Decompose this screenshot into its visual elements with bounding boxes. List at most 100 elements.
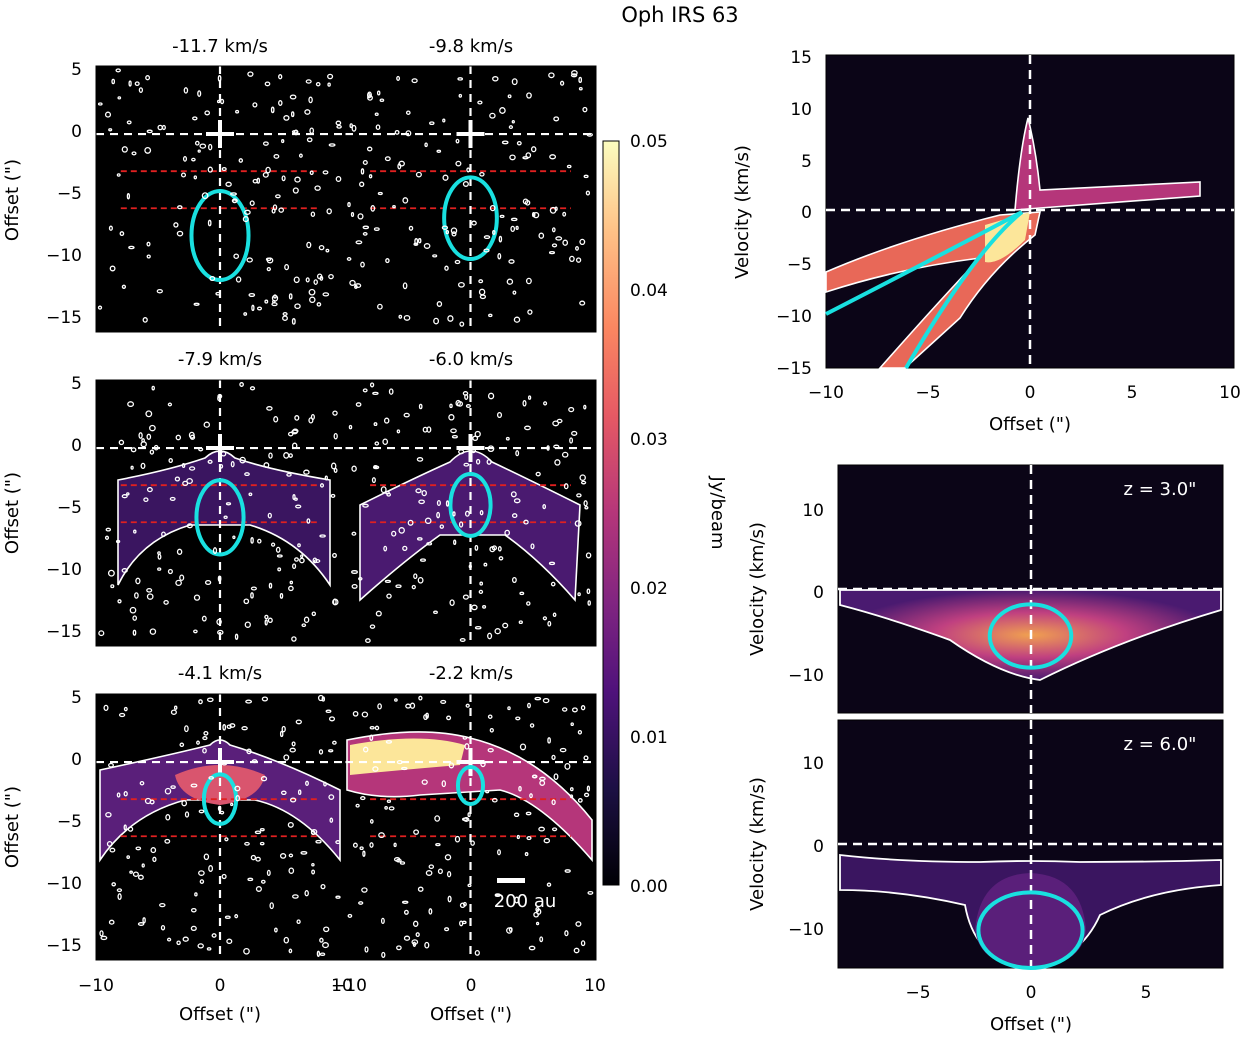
noise-speckle [497,546,502,552]
noise-speckle [351,570,358,574]
noise-speckle [123,706,128,712]
noise-speckle [146,241,151,247]
noise-speckle [377,191,383,196]
noise-speckle [442,174,449,181]
noise-speckle [145,75,151,81]
noise-speckle [142,317,148,323]
noise-speckle [507,94,512,99]
noise-speckle [360,261,365,268]
noise-speckle [332,410,338,416]
noise-speckle [243,598,250,605]
noise-speckle [204,579,212,586]
noise-speckle [333,432,338,440]
noise-speckle [491,545,498,551]
noise-speckle [358,576,363,581]
noise-speckle [226,938,233,945]
noise-speckle [146,129,153,134]
ytick-row3-0: 5 [71,688,82,708]
noise-speckle [463,817,470,822]
noise-speckle [434,815,441,822]
noise-speckle [385,258,390,264]
noise-speckle [117,96,122,100]
noise-speckle [140,462,146,470]
pv-ytick-2: 5 [801,152,812,172]
noise-speckle [177,205,183,210]
noise-speckle [104,111,112,118]
noise-speckle [525,152,532,159]
noise-speckle [260,879,266,884]
noise-speckle [308,288,316,296]
noise-speckle [97,305,103,310]
noise-speckle [580,940,586,947]
noise-speckle [377,303,383,310]
noise-speckle [291,130,299,134]
noise-speckle [144,797,152,805]
noise-speckle [417,576,424,584]
noise-speckle [464,743,470,750]
noise-speckle [291,442,298,449]
noise-speckle [142,917,146,924]
pv-ytick-5: −10 [776,307,812,327]
noise-speckle [396,945,402,951]
noise-speckle [436,511,441,519]
noise-speckle [332,598,337,606]
noise-speckle [446,871,452,878]
noise-speckle [582,106,588,113]
noise-speckle [280,790,287,796]
noise-speckle [370,205,376,212]
noise-speckle [166,937,172,942]
noise-speckle [328,143,336,147]
noise-speckle [396,759,403,765]
noise-speckle [291,318,296,325]
noise-speckle [547,737,551,744]
noise-speckle [318,749,324,755]
noise-speckle [499,107,506,114]
noise-speckle [303,469,310,475]
noise-speckle [376,90,381,96]
panel-ch5-source-marker [206,748,234,777]
noise-speckle [235,109,240,114]
noise-speckle [249,386,256,391]
noise-speckle [362,232,368,236]
noise-speckle [243,312,248,316]
noise-speckle [474,949,480,956]
noise-speckle [585,552,592,559]
noise-speckle [439,524,445,529]
noise-speckle [539,780,546,786]
noise-speckle [403,314,411,321]
noise-speckle [525,811,532,816]
noise-speckle [221,166,227,172]
noise-speckle [482,605,487,609]
noise-speckle [497,849,501,856]
noise-speckle [216,618,222,626]
noise-speckle [580,705,586,711]
noise-speckle [371,477,376,484]
noise-speckle [217,396,221,401]
noise-speckle [149,628,157,635]
noise-speckle [255,886,262,892]
noise-speckle [183,87,189,94]
noise-speckle [511,78,518,86]
noise-speckle [386,593,392,599]
noise-speckle [445,229,450,235]
noise-speckle [467,883,472,888]
pv-xtick-2: 0 [1025,383,1036,403]
noise-speckle [269,902,274,910]
noise-speckle [116,792,121,798]
noise-speckle [408,225,414,231]
noise-speckle [207,166,213,173]
mom-z6-annotation: z = 6.0" [1124,734,1197,755]
noise-speckle [539,936,544,943]
noise-speckle [349,279,356,286]
noise-speckle [535,906,540,913]
noise-speckle [99,930,104,937]
noise-speckle [524,425,531,431]
panel-ch5: -4.1 km/s [96,663,344,960]
noise-speckle [208,865,214,872]
noise-speckle [515,716,521,721]
noise-speckle [294,557,299,562]
noise-speckle [330,462,337,470]
noise-speckle [315,81,321,87]
noise-speckle [551,827,558,832]
pv-ytick-1: 10 [790,100,812,120]
